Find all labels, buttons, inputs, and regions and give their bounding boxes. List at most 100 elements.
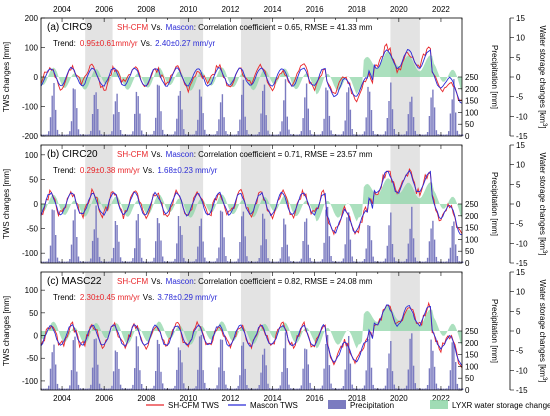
- precip-bar-a-91: [200, 96, 202, 136]
- precip-bar-c-25: [84, 388, 87, 390]
- panel-series-b-b: Mascon: [166, 150, 194, 159]
- precip-bar-a-117: [246, 130, 248, 136]
- precip-bar-c-160: [321, 385, 324, 390]
- panel-stats-text-a: : Correlation coefficient = 0.65, RMSE =…: [194, 23, 373, 32]
- precip-bar-c-201: [393, 384, 395, 390]
- right2-axis-label-a: Water storage changes [km3]: [538, 25, 547, 128]
- precip-bar-c-82: [184, 388, 187, 390]
- precip-bar-c-240: [462, 388, 464, 390]
- precip-bar-c-185: [365, 370, 367, 390]
- precip-bar-b-207: [404, 261, 406, 263]
- right2-axis-label-main-c: Water storage changes [km: [538, 279, 547, 377]
- precip-bar-b-34: [100, 261, 102, 263]
- precip-bar-a-97: [211, 134, 213, 136]
- precip-bar-c-68: [160, 371, 162, 390]
- precip-bar-c-59: [144, 388, 146, 390]
- precip-bar-a-116: [244, 116, 246, 136]
- precip-bar-c-171: [341, 388, 343, 390]
- panel-trend-b-b: 1.68±0.23 mm/yr: [157, 166, 217, 175]
- precip-bar-b-158: [318, 261, 320, 263]
- precip-bar-a-74: [170, 134, 173, 136]
- precip-bar-a-182: [360, 134, 362, 136]
- right2-tick-label-c-3: 0: [516, 327, 521, 336]
- precip-bar-c-151: [305, 349, 308, 390]
- precip-bar-a-240: [462, 134, 464, 136]
- precip-bar-a-69: [162, 129, 164, 136]
- precip-bar-b-119: [249, 261, 252, 263]
- precip-bar-c-145: [295, 388, 297, 390]
- precip-bar-c-45: [119, 384, 122, 390]
- panel-trend-b: Trend: 0.29±0.38 mm/yr Vs. 1.68±0.23 mm/yr: [53, 166, 218, 175]
- precip-bar-a-16: [69, 131, 71, 136]
- precip-bar-c-65: [155, 371, 157, 390]
- precip-bar-b-116: [244, 236, 246, 263]
- precip-bar-a-150: [304, 97, 306, 136]
- precip-bar-a-72: [167, 134, 169, 136]
- precip-bar-c-218: [423, 388, 425, 390]
- left-tick-label-a-4: 200: [25, 14, 39, 23]
- precip-bar-a-64: [153, 130, 155, 136]
- precip-bar-a-235: [453, 79, 455, 136]
- precip-bar-c-197: [386, 368, 388, 390]
- right1-tick-label-a-1: 50: [465, 120, 474, 129]
- precip-bar-c-26: [86, 388, 88, 390]
- right1-tick-label-a-4: 200: [465, 85, 479, 94]
- precip-bar-b-14: [65, 261, 67, 263]
- panel-text-layer: (a) CIRC9 SH-CFM Vs. Mascon: Correlation co…: [47, 22, 373, 302]
- precip-bar-c-47: [123, 388, 125, 390]
- precip-bar-c-168: [335, 388, 338, 390]
- precip-bar-a-1: [42, 134, 45, 136]
- precip-bar-c-163: [326, 334, 329, 390]
- x-tick-label-top-7: 2018: [348, 5, 366, 14]
- precip-bar-c-199: [390, 341, 392, 390]
- precip-bar-b-153: [309, 257, 311, 263]
- precip-bar-a-179: [355, 134, 357, 136]
- precip-bar-a-118: [248, 134, 250, 136]
- precip-bar-a-212: [412, 117, 415, 136]
- precip-bar-c-141: [288, 384, 290, 390]
- precip-bar-a-225: [435, 130, 438, 136]
- right2-axis-label-main-b: Water storage changes [km: [538, 152, 547, 250]
- precip-bar-a-22: [79, 134, 81, 136]
- precip-bar-b-53: [134, 248, 136, 263]
- precip-bar-a-55: [137, 96, 139, 136]
- precip-bar-a-191: [376, 134, 378, 136]
- precip-bar-a-133: [274, 134, 276, 136]
- panel-stats-b: SH-CFM Vs. Mascon: Correlation coefficient…: [117, 150, 373, 159]
- precip-bar-c-72: [167, 388, 169, 390]
- panel-series-a-b: SH-CFM: [117, 150, 148, 159]
- precip-bar-a-2: [44, 134, 46, 136]
- precip-bar-b-114: [241, 216, 243, 263]
- precip-bar-c-115: [242, 342, 245, 390]
- precip-bar-b-1: [42, 261, 45, 263]
- precip-bar-b-198: [388, 225, 390, 263]
- precip-bar-b-156: [314, 261, 316, 263]
- precip-bar-a-102: [219, 102, 222, 136]
- precip-bar-c-209: [407, 369, 409, 390]
- precip-bar-c-76: [174, 385, 176, 390]
- precip-bar-c-27: [88, 388, 90, 390]
- precip-bar-b-16: [69, 259, 71, 263]
- precip-bar-b-71: [165, 261, 167, 263]
- precip-bar-a-13: [63, 134, 66, 136]
- x-tick-label-top-2: 2008: [137, 5, 155, 14]
- left-tick-label-a-0: -200: [22, 132, 39, 141]
- precip-bar-c-21: [77, 384, 80, 390]
- precip-bar-b-145: [295, 261, 297, 263]
- precip-bar-b-66: [156, 218, 159, 263]
- panel-vs-a: Vs.: [151, 23, 163, 32]
- precip-bar-b-180: [356, 261, 359, 263]
- precip-bar-c-165: [330, 383, 332, 390]
- right2-tick-label-c-0: -15: [516, 386, 528, 395]
- precip-bar-c-169: [337, 388, 339, 390]
- precip-bar-b-154: [311, 261, 313, 263]
- precip-bar-c-71: [165, 388, 167, 390]
- precip-bar-b-193: [379, 261, 381, 263]
- precip-bar-a-175: [348, 87, 350, 136]
- precip-bar-b-109: [232, 261, 234, 263]
- precip-bar-b-201: [393, 257, 395, 263]
- precip-bar-b-56: [139, 238, 141, 263]
- precip-bar-a-146: [297, 134, 299, 136]
- precip-bar-b-226: [437, 261, 439, 263]
- precip-bar-c-41: [112, 371, 115, 390]
